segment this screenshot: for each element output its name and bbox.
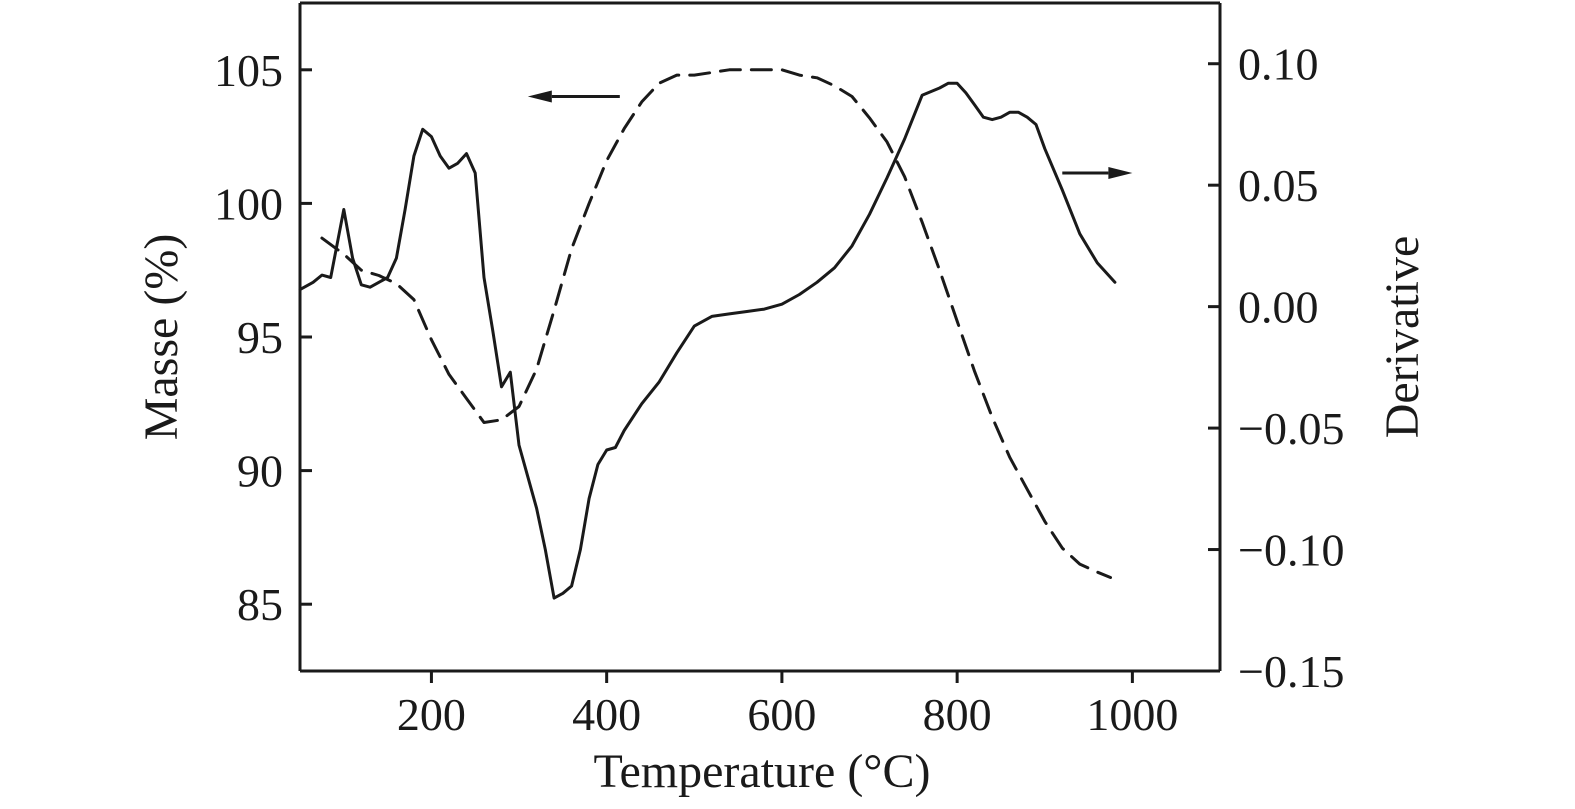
mass-series-line [320, 68, 1112, 579]
right-y-tick-label: −0.10 [1238, 525, 1344, 576]
left-y-tick-label: 105 [214, 45, 283, 96]
derivative-series-line [298, 81, 1117, 600]
arrow-right-icon [1108, 167, 1133, 180]
ticks-layer: 200 400 600 800 1000 85 90 95 100 105 −0.15 −0.10 −0… [214, 39, 1344, 740]
plot-frame [298, 1, 1222, 673]
right-y-tick-label: −0.05 [1238, 403, 1344, 454]
left-y-tick-label: 95 [237, 312, 283, 363]
left-y-axis-title: Masse (%) [135, 234, 188, 441]
left-y-tick-label: 100 [214, 178, 283, 229]
x-tick-label: 800 [923, 689, 992, 740]
x-tick-label: 200 [397, 689, 466, 740]
left-y-tick-label: 90 [237, 446, 283, 497]
x-tick-label: 1000 [1086, 689, 1178, 740]
arrow-left-icon [527, 90, 552, 103]
x-tick-label: 600 [747, 689, 816, 740]
x-tick-label: 400 [572, 689, 641, 740]
right-y-tick-label: 0.00 [1238, 282, 1319, 333]
annotation-layer [527, 90, 1133, 180]
right-y-tick-label: 0.10 [1238, 39, 1319, 90]
right-y-axis-title: Derivative [1376, 236, 1429, 439]
right-y-tick-label: −0.15 [1238, 646, 1344, 697]
x-axis-title: Temperature (°C) [593, 745, 930, 798]
series-layer [298, 68, 1117, 600]
right-y-tick-label: 0.05 [1238, 160, 1319, 211]
left-y-tick-label: 85 [237, 579, 283, 630]
